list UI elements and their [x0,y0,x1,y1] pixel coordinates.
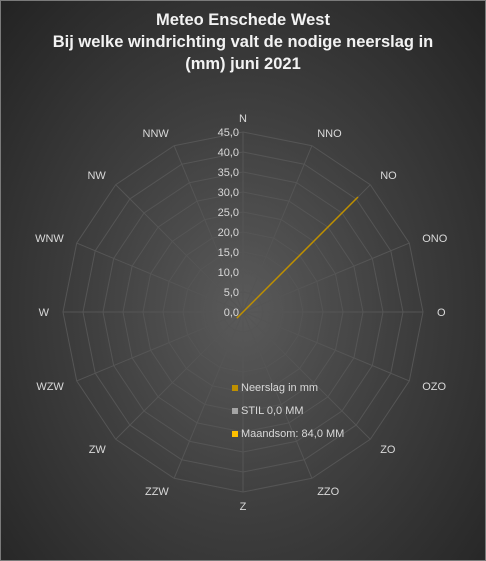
tick-label: 40,0 [218,147,239,159]
series-area-0 [236,196,359,319]
direction-label-ono: ONO [422,233,448,245]
tick-label: 25,0 [218,207,239,219]
legend-item-stil: STIL 0,0 MM [232,404,344,418]
legend-swatch-stil [232,408,238,414]
legend-swatch-maandsom [232,431,238,437]
spoke-ozo [242,311,410,382]
spoke-nno [242,145,313,313]
direction-label-zw: ZW [89,444,107,456]
direction-label-ozo: OZO [422,381,446,393]
legend-label-neerslag: Neerslag in mm [241,382,319,394]
tick-label: 0,0 [224,307,239,319]
direction-label-wnw: WNW [35,233,64,245]
spoke-wzw [76,311,244,382]
legend-label-stil: STIL 0,0 MM [241,405,304,417]
spoke-wnw [76,242,244,313]
spoke-ono [242,242,410,313]
spoke-nnw [173,145,244,313]
tick-label: 30,0 [218,187,239,199]
direction-label-zzw: ZZW [145,486,169,498]
tick-label: 35,0 [218,167,239,179]
legend-swatch-neerslag [232,385,238,391]
tick-label: 5,0 [224,287,239,299]
tick-label: 45,0 [218,127,239,139]
tick-label: 15,0 [218,247,239,259]
legend-label-maandsom: Maandsom: 84,0 MM [241,428,345,440]
chart-title-line-1: Meteo Enschede West [156,11,330,29]
spoke-nw [115,184,244,313]
direction-label-zo: ZO [380,444,396,456]
direction-label-zzo: ZZO [317,486,339,498]
spoke-zo [242,311,371,440]
chart-title: Meteo Enschede West Bij welke windrichti… [1,9,485,75]
chart-title-line-2: Bij welke windrichting valt de nodige ne… [52,33,434,51]
direction-label-w: W [39,307,50,319]
spoke-zzo [242,311,313,479]
direction-label-z: Z [240,501,247,513]
chart-title-line-3: (mm) juni 2021 [185,55,301,73]
legend-item-neerslag: Neerslag in mm [232,381,344,395]
spoke-zw [115,311,244,440]
legend-item-maandsom: Maandsom: 84,0 MM [232,427,344,441]
direction-label-nnw: NNW [143,128,170,140]
direction-label-nw: NW [87,170,106,182]
direction-label-wzw: WZW [36,381,64,393]
legend: Neerslag in mm STIL 0,0 MM Maandsom: 84,… [232,381,344,450]
tick-label: 20,0 [218,227,239,239]
spoke-zzw [173,311,244,479]
direction-label-n: N [239,113,247,125]
direction-label-no: NO [380,170,397,182]
direction-label-nno: NNO [317,128,342,140]
tick-label: 10,0 [218,267,239,279]
direction-label-o: O [437,307,446,319]
